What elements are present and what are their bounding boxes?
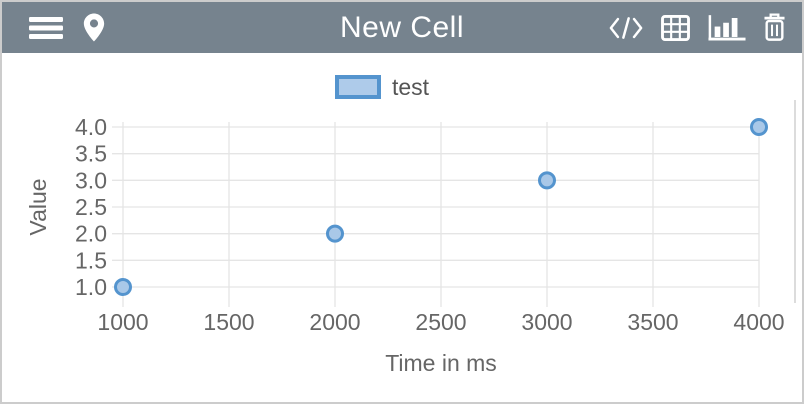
legend-swatch: [335, 75, 381, 99]
x-tick-label: 2500: [415, 309, 466, 335]
data-point: [538, 171, 556, 190]
hamburger-menu-icon: [29, 16, 63, 39]
y-axis-title: Value: [25, 178, 51, 235]
x-tick-label: 4000: [733, 309, 784, 335]
legend[interactable]: test: [335, 74, 430, 100]
location-button[interactable]: [83, 13, 105, 42]
x-tick-label: 3500: [627, 309, 678, 335]
data-point: [750, 118, 768, 136]
chart-view-button[interactable]: [708, 13, 746, 42]
y-tick-label: 2.5: [75, 194, 107, 220]
legend-label: test: [392, 74, 430, 100]
data-point: [326, 224, 344, 243]
bar-chart-icon: [708, 15, 746, 41]
trash-icon: [764, 13, 785, 41]
delete-cell-button[interactable]: [764, 13, 785, 42]
y-tick-label: 1.0: [75, 274, 107, 300]
data-point: [114, 278, 132, 296]
chart-area: test Time in ms Value 1.0 1.5 2.0 2.5 3.0 3.5…: [2, 53, 802, 402]
header-left-group: [2, 13, 105, 42]
header-right-group: [609, 13, 802, 42]
cell-title: New Cell: [339, 10, 465, 44]
x-tick-label: 1500: [203, 309, 254, 335]
y-tick-label: 2.0: [75, 221, 107, 247]
x-tick-label: 3000: [521, 309, 572, 335]
y-tick-label: 4.0: [75, 114, 107, 140]
menu-button[interactable]: [29, 16, 63, 39]
cell-header: New Cell: [2, 2, 802, 53]
x-axis-title: Time in ms: [385, 350, 497, 376]
y-tick-label: 3.0: [75, 167, 107, 193]
scatter-chart: test Time in ms Value 1.01.52.02.53.03.5…: [25, 74, 796, 376]
table-view-button[interactable]: [661, 14, 690, 41]
table-icon: [661, 14, 690, 41]
code-icon: [609, 16, 643, 39]
x-tick-label: 2000: [309, 309, 360, 335]
x-tick-label: 1000: [97, 309, 148, 335]
y-tick-label: 3.5: [75, 141, 107, 167]
code-view-button[interactable]: [609, 16, 643, 39]
map-pin-icon: [83, 13, 105, 42]
y-tick-label: 1.5: [75, 247, 107, 273]
